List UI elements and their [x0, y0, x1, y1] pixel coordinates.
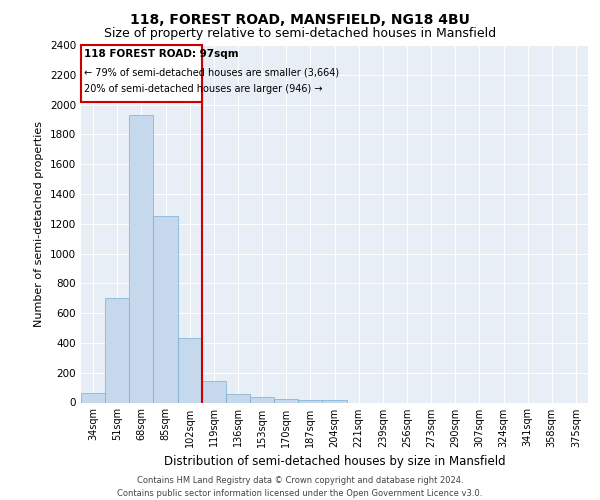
- X-axis label: Distribution of semi-detached houses by size in Mansfield: Distribution of semi-detached houses by …: [164, 455, 505, 468]
- Bar: [322, 400, 347, 402]
- Bar: [178, 338, 202, 402]
- Bar: [129, 115, 154, 403]
- Bar: [202, 381, 226, 402]
- Text: 20% of semi-detached houses are larger (946) →: 20% of semi-detached houses are larger (…: [84, 84, 322, 94]
- Y-axis label: Number of semi-detached properties: Number of semi-detached properties: [34, 120, 44, 327]
- Text: Size of property relative to semi-detached houses in Mansfield: Size of property relative to semi-detach…: [104, 28, 496, 40]
- Text: Contains HM Land Registry data © Crown copyright and database right 2024.
Contai: Contains HM Land Registry data © Crown c…: [118, 476, 482, 498]
- Text: 118 FOREST ROAD: 97sqm: 118 FOREST ROAD: 97sqm: [84, 50, 239, 59]
- Text: ← 79% of semi-detached houses are smaller (3,664): ← 79% of semi-detached houses are smalle…: [84, 68, 339, 78]
- Bar: [154, 216, 178, 402]
- Bar: [105, 298, 129, 403]
- Bar: [274, 399, 298, 402]
- Bar: [250, 396, 274, 402]
- Bar: [81, 45, 202, 102]
- Bar: [81, 393, 105, 402]
- Bar: [226, 394, 250, 402]
- Text: 118, FOREST ROAD, MANSFIELD, NG18 4BU: 118, FOREST ROAD, MANSFIELD, NG18 4BU: [130, 12, 470, 26]
- Bar: [298, 400, 322, 402]
